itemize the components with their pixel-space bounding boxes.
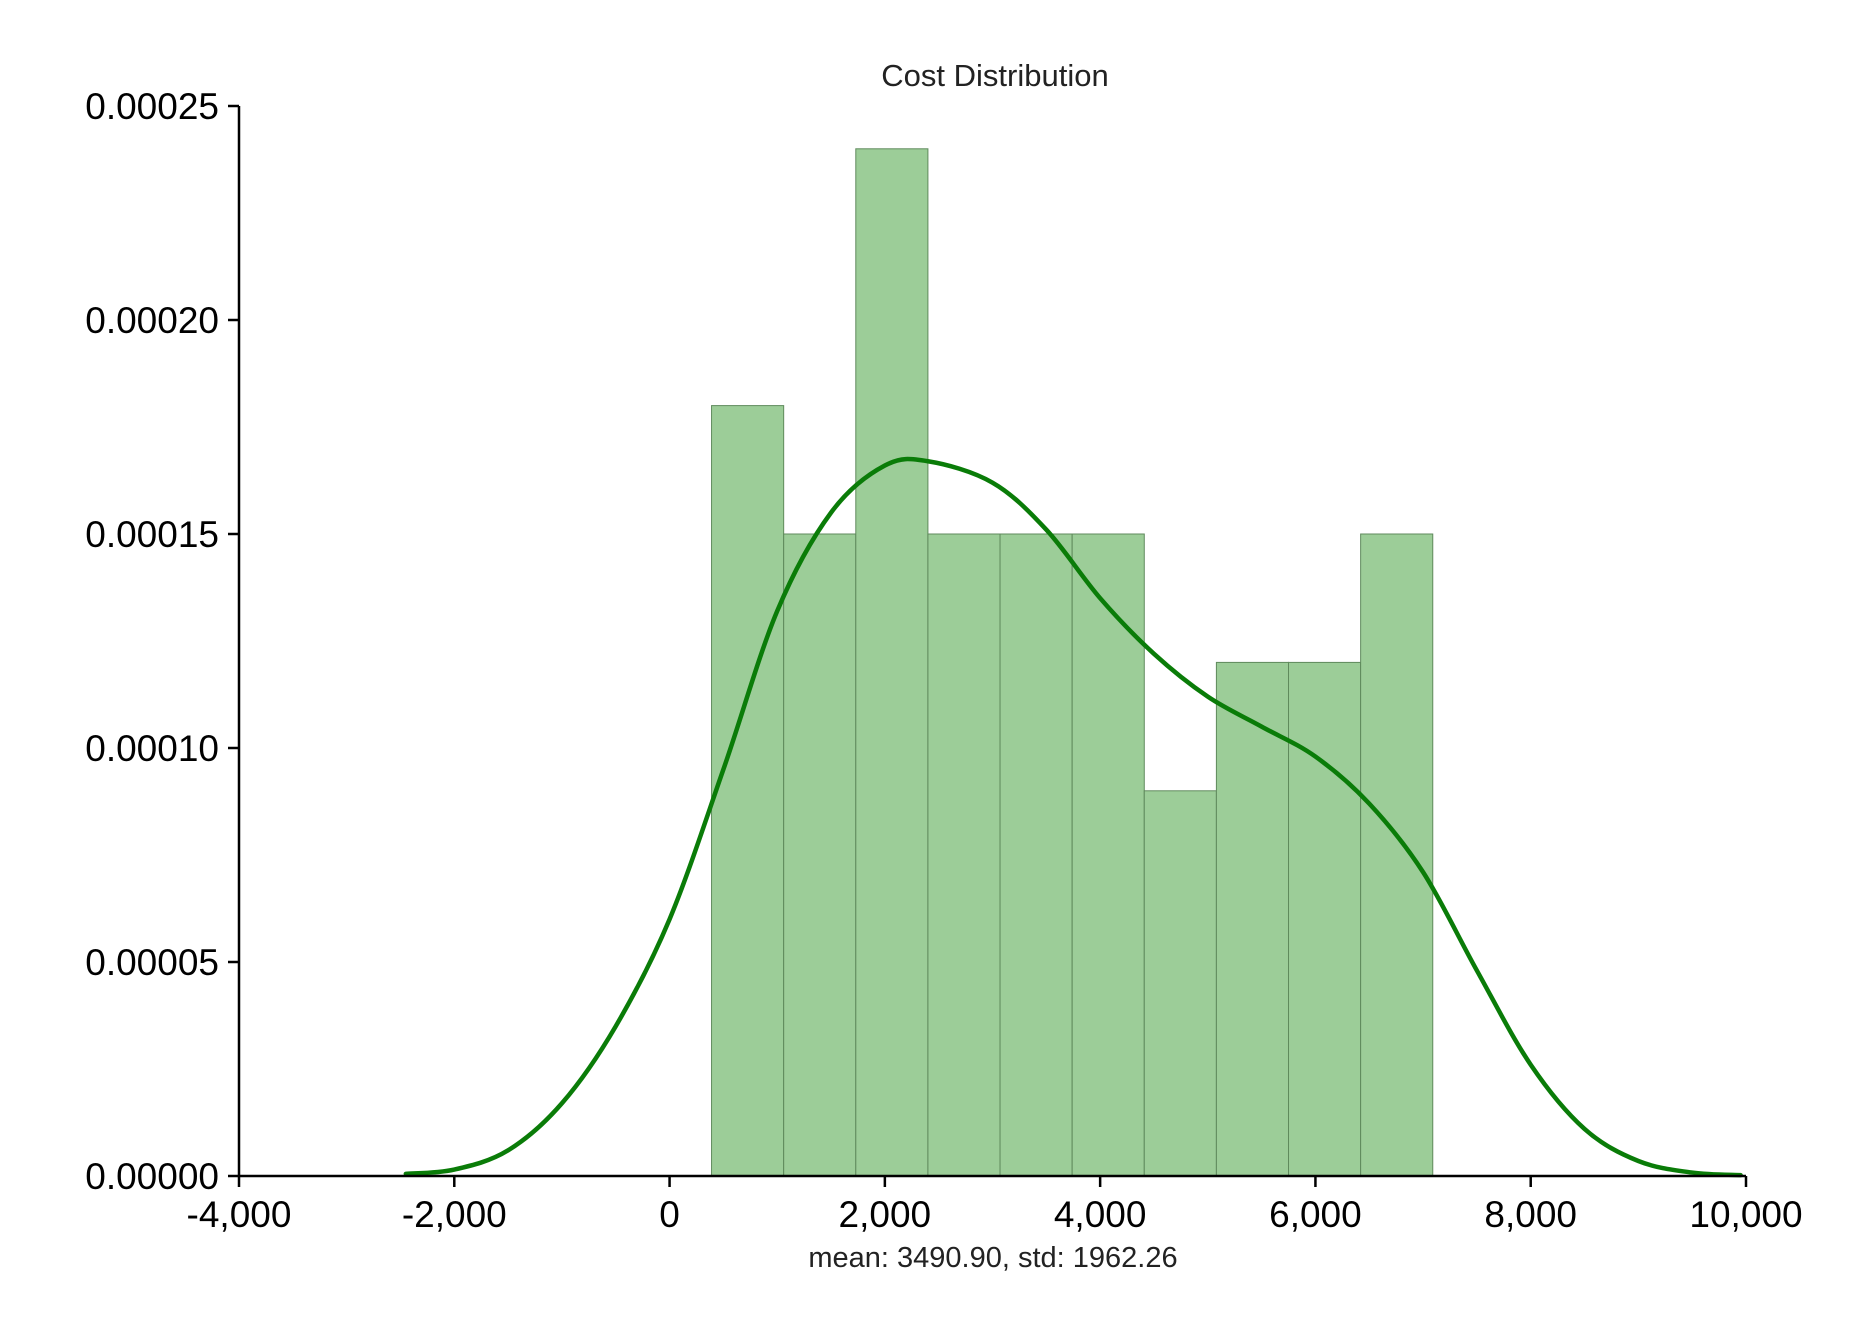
x-tick-label: 10,000 <box>1689 1194 1802 1235</box>
histogram-bar-1 <box>783 533 857 1177</box>
histogram-bar-2 <box>855 148 929 1177</box>
y-tick-label: 0.00020 <box>85 300 219 341</box>
histogram-bar-3 <box>927 533 1001 1177</box>
x-tick-label: 0 <box>659 1194 680 1235</box>
y-tick-label: 0.00005 <box>85 942 219 983</box>
kde-curve <box>403 456 1743 1178</box>
y-tick-label: 0.00000 <box>85 1156 219 1197</box>
axes: -4,000 -2,000 0 2,000 4,000 6,000 8,000 10,000 0… <box>85 86 1802 1235</box>
x-tick-label: 6,000 <box>1269 1194 1362 1235</box>
x-tick-label: 4,000 <box>1054 1194 1147 1235</box>
x-tick-label: -4,000 <box>187 1194 292 1235</box>
histogram-bar-9 <box>1360 533 1434 1177</box>
y-tick-label: 0.00015 <box>85 514 219 555</box>
x-tick-label: 2,000 <box>839 1194 932 1235</box>
x-tick-label: 8,000 <box>1484 1194 1577 1235</box>
x-axis-label: mean: 3490.90, std: 1962.26 <box>808 1242 1177 1274</box>
histogram-bar-5 <box>1071 533 1145 1177</box>
histogram-bar-0 <box>711 405 785 1177</box>
y-tick-label: 0.00010 <box>85 728 219 769</box>
x-tick-label: -2,000 <box>402 1194 507 1235</box>
histogram-bar-7 <box>1215 661 1290 1177</box>
histogram-bar-4 <box>999 533 1073 1177</box>
histogram-bar-8 <box>1288 661 1362 1177</box>
chart-title: Cost Distribution <box>881 58 1108 93</box>
histogram-bar-6 <box>1143 790 1217 1177</box>
histogram-bars <box>711 148 1434 1177</box>
y-tick-label: 0.00025 <box>85 86 219 127</box>
